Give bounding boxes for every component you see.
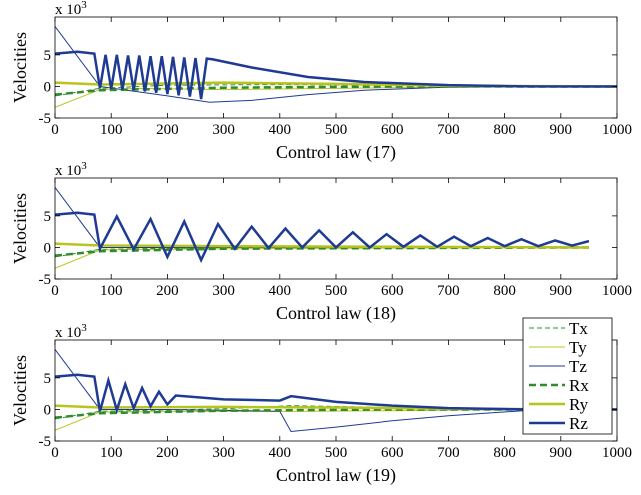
series-line (55, 242, 589, 249)
y-tick-label: 5 (44, 371, 52, 387)
x-tick-label: 400 (269, 283, 292, 299)
x-tick-label: 1000 (602, 445, 632, 461)
legend-box (522, 317, 613, 435)
x-tick-label: 100 (100, 122, 123, 138)
y-tick-label: 5 (44, 209, 52, 225)
legend-label: Rz (569, 414, 588, 433)
x-tick-label: 300 (212, 445, 235, 461)
y-tick-label: 0 (44, 79, 52, 95)
scale-base: x 10 (55, 325, 81, 341)
x-tick-label: 200 (156, 283, 179, 299)
series-line (55, 187, 589, 248)
axes-box (54, 16, 618, 119)
y-tick-label: 5 (44, 48, 52, 64)
x-axis-label: Control law (18) (276, 303, 396, 324)
scale-base: x 10 (55, 2, 81, 18)
scale-label: x 103 (55, 160, 87, 179)
series-line (55, 85, 617, 108)
series-line (55, 50, 617, 100)
x-tick-label: 700 (437, 445, 460, 461)
x-tick-label: 0 (51, 445, 59, 461)
y-axis-label: Velocities (10, 355, 30, 426)
scale-base: x 10 (55, 163, 81, 179)
scale-exponent: 3 (81, 160, 87, 172)
x-tick-label: 700 (437, 122, 460, 138)
scale-exponent: 3 (81, 0, 87, 11)
y-tick-label: 0 (44, 402, 52, 418)
x-tick-label: 600 (381, 283, 404, 299)
x-tick-label: 400 (269, 122, 292, 138)
series-line (55, 26, 617, 103)
legend-label: Ty (569, 338, 587, 357)
x-tick-label: 0 (51, 283, 59, 299)
y-tick-label: 0 (44, 240, 52, 256)
legend-label: Tz (569, 357, 587, 376)
x-tick-label: 0 (51, 122, 59, 138)
x-tick-label: 500 (325, 445, 348, 461)
x-tick-label: 900 (550, 445, 573, 461)
x-tick-label: 300 (212, 122, 235, 138)
y-tick-label: -5 (39, 111, 52, 127)
x-tick-label: 800 (493, 445, 516, 461)
series-line (55, 405, 617, 420)
x-tick-label: 700 (437, 283, 460, 299)
scale-label: x 103 (55, 322, 87, 341)
scale-exponent: 3 (81, 322, 87, 334)
x-axis-label: Control law (19) (276, 465, 396, 486)
x-tick-label: 600 (381, 122, 404, 138)
x-tick-label: 500 (325, 122, 348, 138)
y-axis-label: Velocities (10, 193, 30, 264)
x-tick-label: 200 (156, 445, 179, 461)
x-tick-label: 1000 (602, 283, 632, 299)
x-tick-label: 800 (493, 283, 516, 299)
legend-label: Tx (569, 319, 588, 338)
series-line (55, 211, 590, 264)
y-tick-label: -5 (39, 434, 52, 450)
x-tick-label: 200 (156, 122, 179, 138)
y-tick-label: -5 (39, 272, 52, 288)
series-line (55, 373, 617, 415)
x-tick-label: 100 (100, 283, 123, 299)
x-tick-label: 300 (212, 283, 235, 299)
x-tick-label: 100 (100, 445, 123, 461)
x-tick-label: 900 (550, 122, 573, 138)
y-axis-label: Velocities (10, 32, 30, 103)
series-line (55, 246, 589, 257)
x-tick-label: 600 (381, 445, 404, 461)
x-tick-label: 800 (493, 122, 516, 138)
scale-label: x 103 (55, 0, 87, 18)
x-tick-label: 500 (325, 283, 348, 299)
legend-label: Rx (569, 376, 589, 395)
axes-box (54, 177, 618, 280)
x-tick-label: 900 (550, 283, 573, 299)
x-axis-label: Control law (17) (276, 142, 396, 163)
legend-label: Ry (569, 395, 589, 414)
x-tick-label: 1000 (602, 122, 632, 138)
x-tick-label: 400 (269, 445, 292, 461)
